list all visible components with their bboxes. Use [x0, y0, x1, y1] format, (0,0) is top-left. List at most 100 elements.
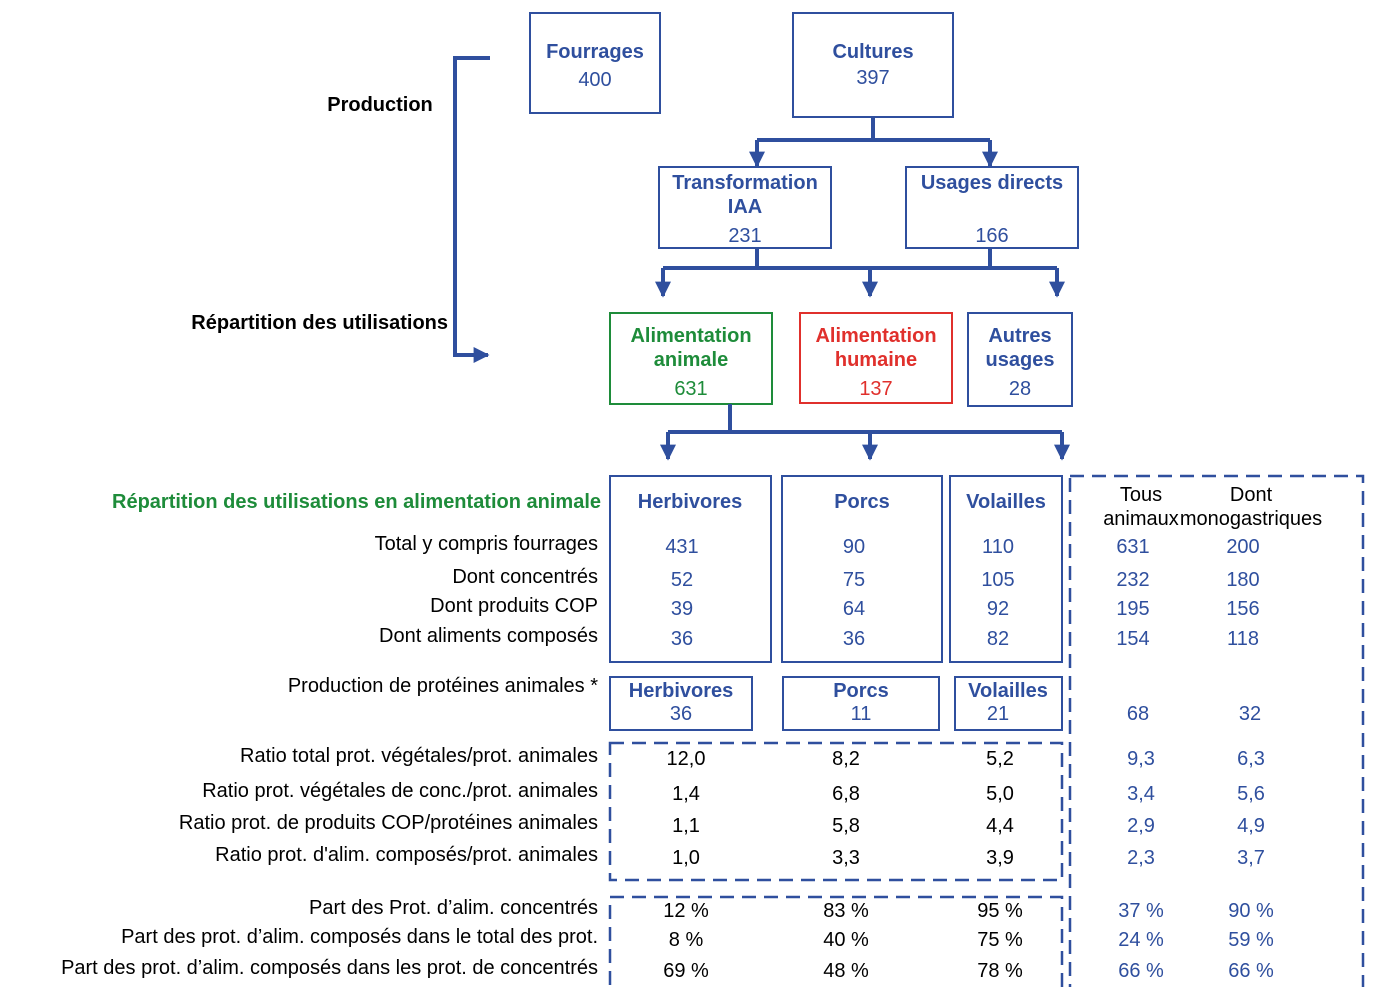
cell-value: 431	[665, 536, 699, 558]
cell-value: 66 %	[1118, 960, 1164, 982]
cell-value: 90 %	[1228, 900, 1274, 922]
cell-value: 631	[1116, 536, 1150, 558]
box	[967, 312, 1073, 407]
row-label: Part des prot. d’alim. composés dans les…	[61, 957, 598, 979]
connectors	[453, 56, 1070, 461]
cell-value: 154	[1116, 628, 1150, 650]
cell-value: 12,0	[666, 748, 706, 770]
node-value: 231	[728, 225, 762, 247]
cell-value: 2,9	[1127, 815, 1155, 837]
box	[792, 12, 954, 118]
cell-value: 69 %	[663, 960, 709, 982]
row-label: Ratio prot. d'alim. composés/prot. anima…	[215, 844, 598, 866]
column-header: Volailles	[966, 491, 1046, 513]
node-title: Fourrages	[546, 41, 644, 63]
cell-value: 66 %	[1228, 960, 1274, 982]
node-value: 166	[975, 225, 1009, 247]
cell-value: 36	[670, 628, 694, 650]
cell-value: 37 %	[1118, 900, 1164, 922]
row-label: Part des prot. d’alim. composés dans le …	[121, 926, 598, 948]
cell-value: 3,4	[1127, 783, 1155, 805]
cell-value: 75 %	[977, 929, 1023, 951]
cell-value: 110	[982, 536, 1014, 558]
connector	[757, 117, 990, 142]
box	[781, 475, 943, 663]
node-value: 631	[674, 378, 708, 400]
column-header: Dont monogastriques	[1179, 484, 1323, 530]
cell-value: 9,3	[1127, 748, 1155, 770]
cell-value: 4,9	[1237, 815, 1265, 837]
cell-value: 1,4	[672, 783, 700, 805]
cell-value: 8,2	[832, 748, 860, 770]
box	[609, 676, 753, 731]
node-value: 137	[859, 378, 893, 400]
connector	[663, 248, 1057, 270]
cell-value: 8 %	[668, 929, 704, 951]
cell-value: 156	[1226, 598, 1260, 620]
node-title: Autres usages	[985, 325, 1055, 371]
row-label: Production de protéines animales *	[287, 675, 598, 697]
row-label: Ratio total prot. végétales/prot. animal…	[240, 745, 598, 767]
row-label: Total y compris fourrages	[374, 533, 598, 555]
cell-value: 6,8	[832, 783, 860, 805]
cell-value: 39	[670, 598, 694, 620]
cell-value: 78 %	[977, 960, 1023, 982]
production-label: Production	[327, 94, 433, 116]
cell-value: 1,1	[672, 815, 700, 837]
cell-value: 6,3	[1237, 748, 1265, 770]
dashed-boxes	[608, 474, 1365, 987]
box	[799, 312, 953, 404]
box	[658, 166, 832, 249]
row-label: Dont concentrés	[452, 566, 598, 588]
cell-value: 3,7	[1237, 847, 1265, 869]
column-header: Porcs	[833, 680, 889, 702]
node-value: 28	[1008, 378, 1032, 400]
box	[529, 12, 661, 114]
cell-value: 3,9	[986, 847, 1014, 869]
bracket	[453, 56, 490, 363]
cell-value: 2,3	[1127, 847, 1155, 869]
cell-value: 48 %	[823, 960, 869, 982]
dashed-box	[608, 741, 1064, 882]
box	[949, 475, 1063, 663]
cell-value: 105	[981, 569, 1015, 591]
box	[609, 475, 772, 663]
cell-value: 1,0	[672, 847, 700, 869]
cell-value: 21	[986, 703, 1010, 725]
cell-value: 83 %	[823, 900, 869, 922]
cell-value: 180	[1226, 569, 1260, 591]
cell-value: 5,8	[832, 815, 860, 837]
cell-value: 36	[842, 628, 866, 650]
node-title: Alimentation animale	[630, 325, 752, 371]
connector	[668, 404, 1062, 434]
column-header: Herbivores	[637, 491, 743, 513]
row-label: Dont produits COP	[430, 595, 598, 617]
row-label: Part des Prot. d’alim. concentrés	[308, 897, 598, 919]
cell-value: 11	[850, 703, 872, 725]
cell-value: 40 %	[823, 929, 869, 951]
cell-value: 5,0	[986, 783, 1014, 805]
cell-value: 36	[669, 703, 693, 725]
node-title: Transformation IAA	[672, 172, 818, 218]
box	[954, 676, 1063, 731]
node-value: 400	[578, 69, 612, 91]
cell-value: 92	[986, 598, 1010, 620]
node-title: Usages directs	[920, 172, 1064, 194]
cell-value: 232	[1116, 569, 1150, 591]
cell-value: 52	[670, 569, 694, 591]
cell-value: 118	[1227, 628, 1259, 650]
box	[782, 676, 940, 731]
cell-value: 5,2	[986, 748, 1014, 770]
table-heading: Répartition des utilisations en alimenta…	[112, 491, 601, 513]
cell-value: 59 %	[1228, 929, 1274, 951]
column-header: Herbivores	[628, 680, 734, 702]
row-label: Dont aliments composés	[379, 625, 598, 647]
cell-value: 82	[986, 628, 1010, 650]
dashed-box	[608, 895, 1064, 987]
column-header: Porcs	[834, 491, 890, 513]
cell-value: 4,4	[986, 815, 1014, 837]
node-title: Cultures	[832, 41, 914, 63]
node-value: 397	[856, 67, 890, 89]
